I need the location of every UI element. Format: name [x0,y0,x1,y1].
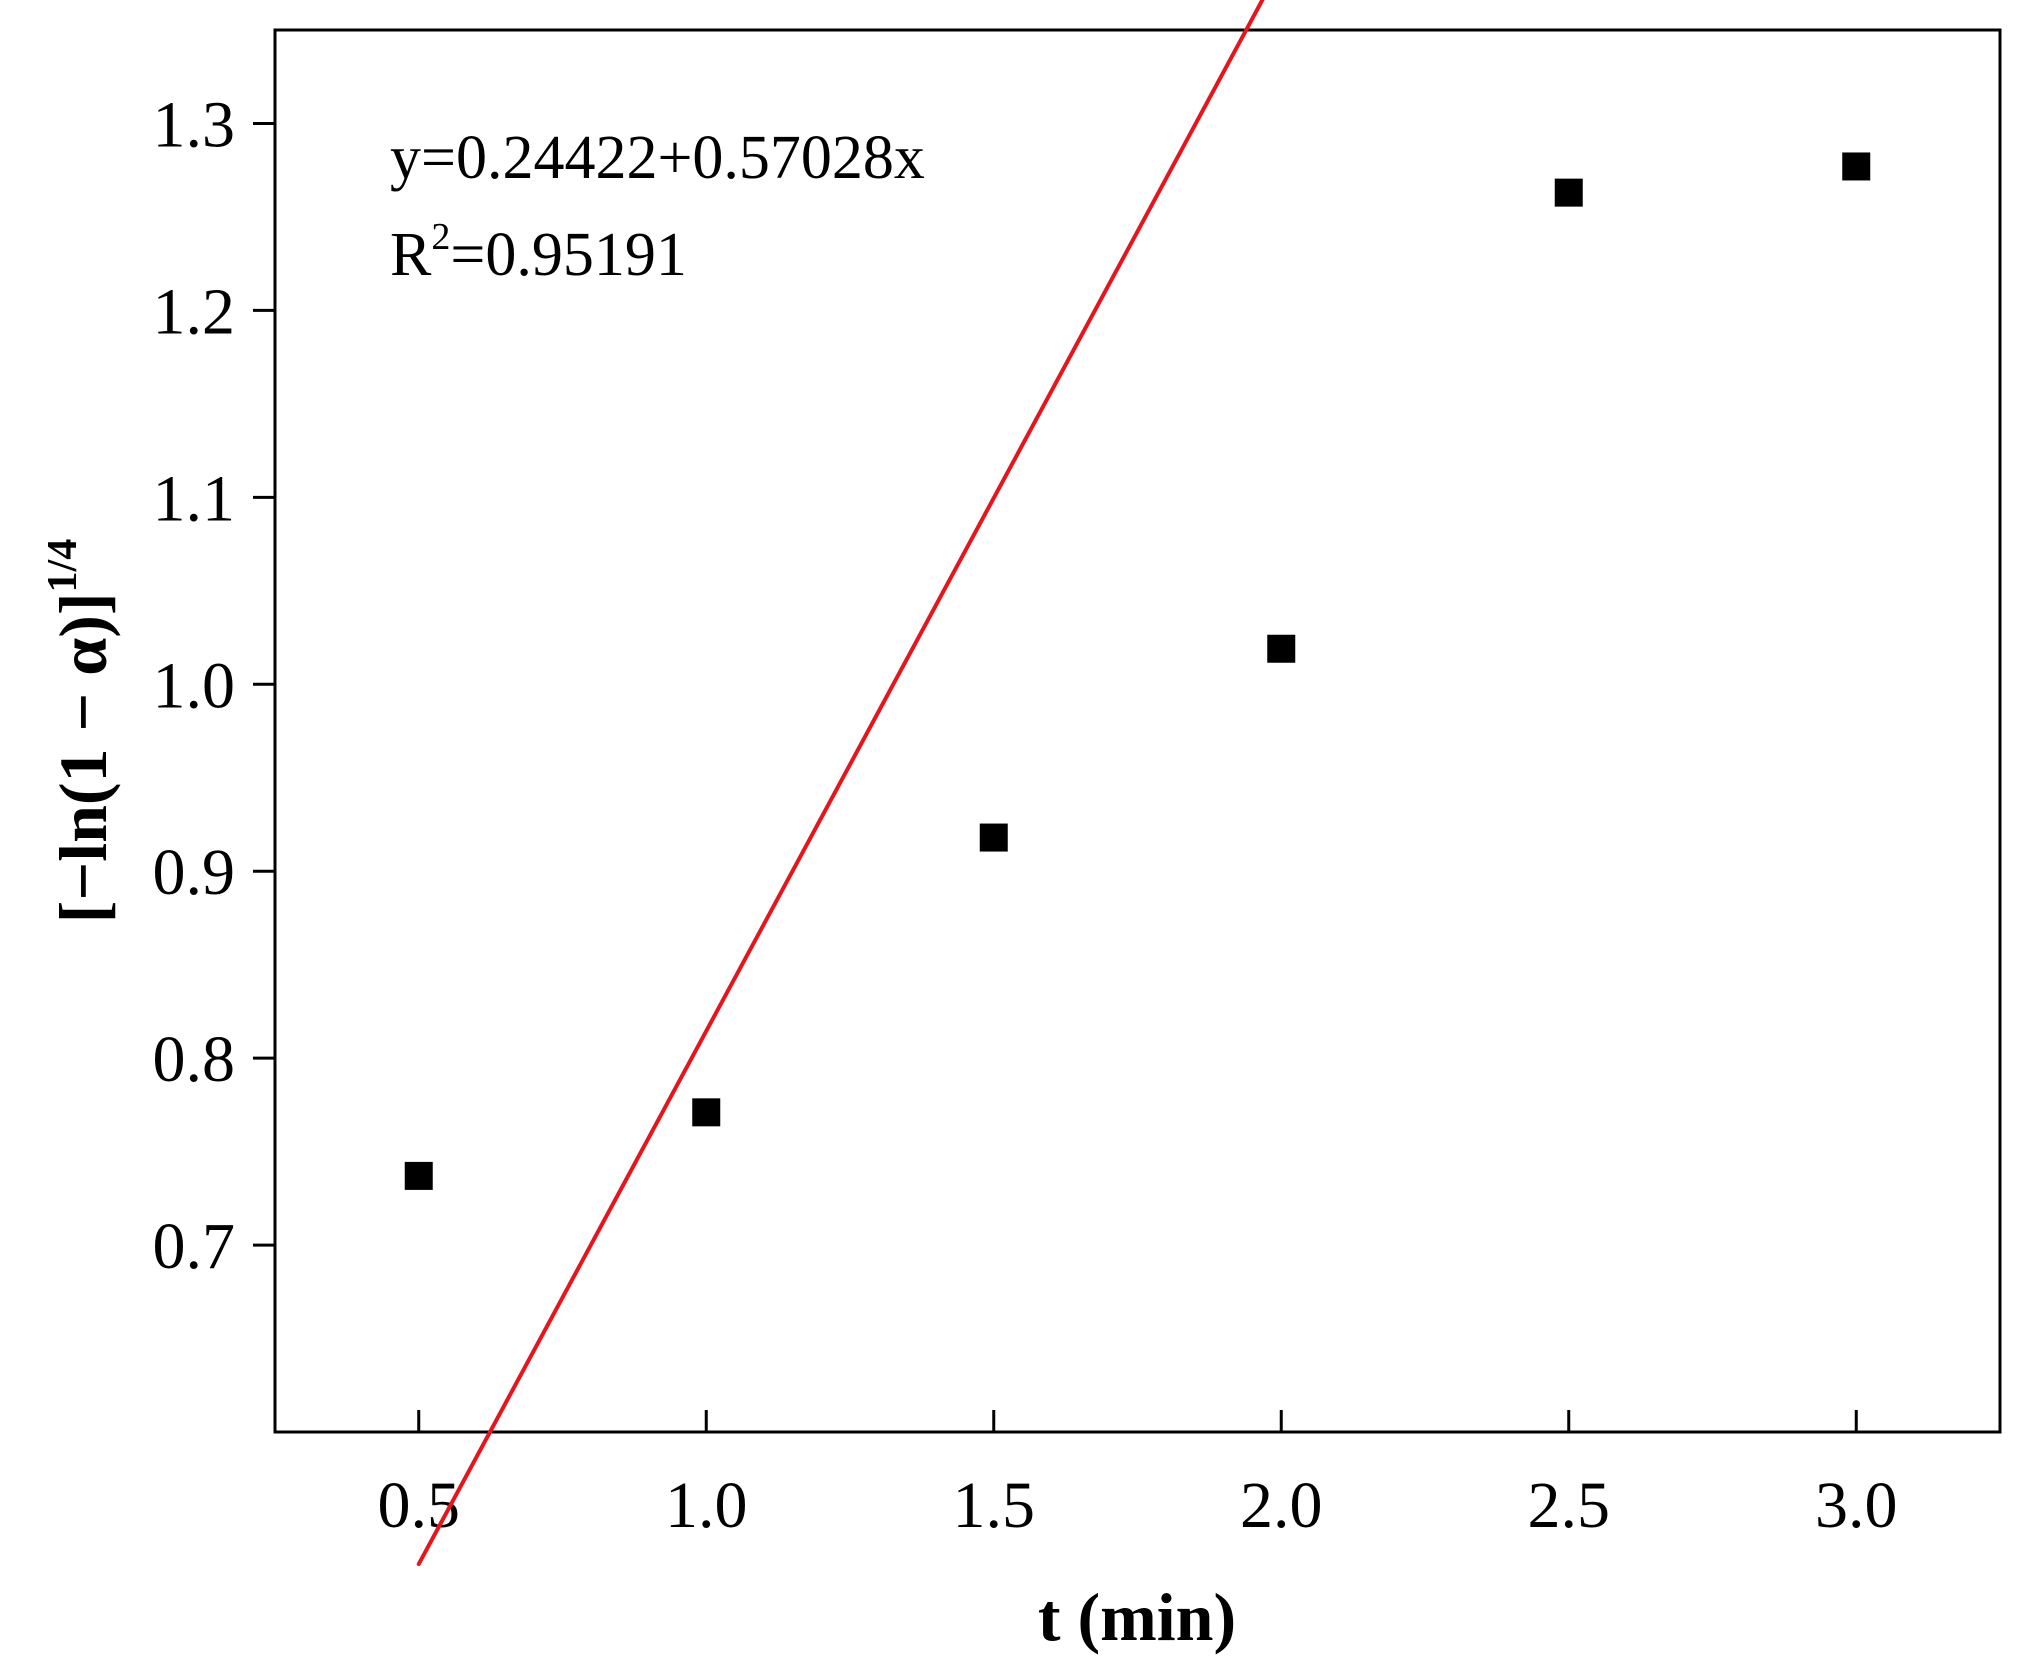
x-tick-label: 0.5 [378,1469,461,1542]
y-tick-label: 1.3 [153,88,236,161]
r-squared-exponent: 2 [431,216,450,258]
x-tick-label: 2.0 [1240,1469,1323,1542]
fit-line-layer [416,0,1265,1567]
x-tick-label: 3.0 [1815,1469,1898,1542]
y-tick-label: 1.2 [153,275,236,348]
y-axis-title: [−ln(1 − α)]1/4 [40,539,121,923]
y-tick-label: 1.1 [153,462,236,535]
linear-fit-line [416,0,1265,1567]
data-point [1842,152,1871,181]
r-squared-annotation: R2=0.95191 [390,216,687,289]
data-point [692,1098,721,1127]
y-tick-label: 1.0 [153,649,236,722]
x-axis-ticks: 0.5 1.0 1.5 2.0 2.5 3.0 [378,1410,1898,1542]
plot-frame [273,28,2002,1434]
data-point [404,1161,433,1190]
x-tick-label: 1.5 [953,1469,1036,1542]
data-point [979,823,1008,852]
y-tick-label: 0.8 [153,1023,236,1096]
y-axis-ticks: 0.7 0.8 0.9 1.0 1.1 1.2 1.3 [153,88,275,1283]
x-axis-title: t (min) [1038,1579,1236,1655]
x-tick-label: 1.0 [665,1469,748,1542]
r-squared-value: =0.95191 [450,221,686,289]
y-axis-title-main: [−ln(1 − α)] [45,592,121,923]
y-tick-label: 0.9 [153,836,236,909]
y-axis-title-exponent: 1/4 [40,539,86,593]
equation-annotation: y=0.24422+0.57028x [390,124,925,192]
r-squared-letter: R [390,221,432,289]
data-points [404,152,1871,1190]
data-point [1554,178,1583,207]
x-tick-label: 2.5 [1528,1469,1611,1542]
data-point [1267,634,1296,663]
y-tick-label: 0.7 [153,1210,236,1283]
